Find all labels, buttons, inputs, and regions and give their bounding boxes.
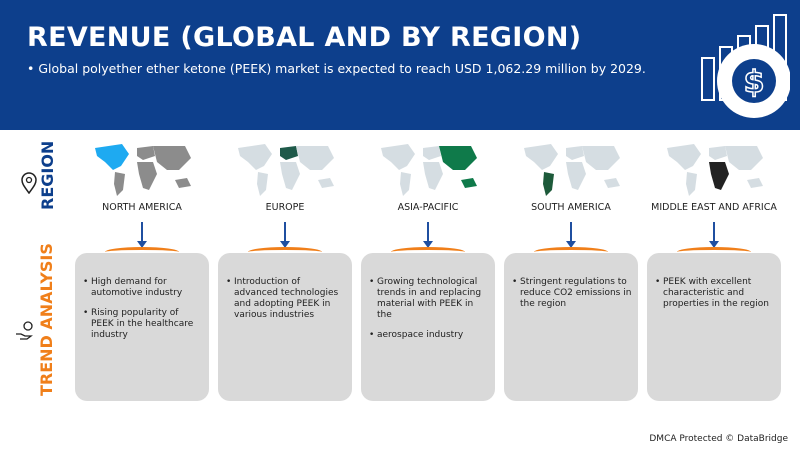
orange-accent [391,247,465,257]
hand-money-icon [16,321,33,340]
arrow-down-icon [280,222,290,248]
region-name: EUROPE [265,202,305,213]
trend-analysis-label: TREND ANALYSIS [37,243,56,396]
world-map [667,144,763,196]
trend-box: Growing technological trends in and repl… [361,253,495,401]
svg-text:$: $ [744,65,765,100]
world-map [238,144,334,196]
trend-point: Rising popularity of PEEK in the healthc… [83,308,203,341]
orange-accent [248,247,322,257]
arrow-down-icon [423,222,433,248]
region-column: ASIA-PACIFIC Growing technological trend… [361,140,495,401]
footer-copyright: DMCA Protected © DataBridge [649,434,788,444]
arrow-down-icon [709,222,719,248]
subtitle: • Global polyether ether ketone (PEEK) m… [27,61,646,76]
orange-accent [105,247,179,257]
location-pin-icon [21,172,37,194]
header-banner: REVENUE (GLOBAL AND BY REGION) • Global … [0,0,800,130]
trend-point: Growing technological trends in and repl… [369,277,489,321]
orange-accent [677,247,751,257]
trend-point: Introduction of advanced technologies an… [226,277,346,321]
arrow-down-icon [566,222,576,248]
region-column: NORTH AMERICA High demand for automotive… [75,140,209,401]
region-name: ASIA-PACIFIC [397,202,459,213]
page-title: REVENUE (GLOBAL AND BY REGION) [27,22,582,53]
world-map [381,144,477,196]
world-map [95,144,191,196]
region-label: REGION [38,140,57,210]
trend-box: High demand for automotive industry Risin… [75,253,209,401]
trend-point: Stringent regulations to reduce CO2 emis… [512,277,632,310]
arrow-down-icon [137,222,147,248]
trend-box: Stringent regulations to reduce CO2 emis… [504,253,638,401]
region-column: MIDDLE EAST AND AFRICA PEEK with excelle… [647,140,781,401]
region-name: NORTH AMERICA [102,202,182,213]
region-name: MIDDLE EAST AND AFRICA [651,202,777,213]
trend-point: High demand for automotive industry [83,277,203,299]
world-map [524,144,620,196]
region-name: SOUTH AMERICA [531,202,611,213]
trend-box: PEEK with excellent characteristic and p… [647,253,781,401]
trend-point: PEEK with excellent characteristic and p… [655,277,775,310]
region-column: EUROPE Introduction of advanced technolo… [218,140,352,401]
trend-point: aerospace industry [369,330,489,341]
orange-accent [534,247,608,257]
revenue-growth-dollar-icon: $ [701,14,790,118]
region-column: SOUTH AMERICA Stringent regulations to r… [504,140,638,401]
trend-box: Introduction of advanced technologies an… [218,253,352,401]
